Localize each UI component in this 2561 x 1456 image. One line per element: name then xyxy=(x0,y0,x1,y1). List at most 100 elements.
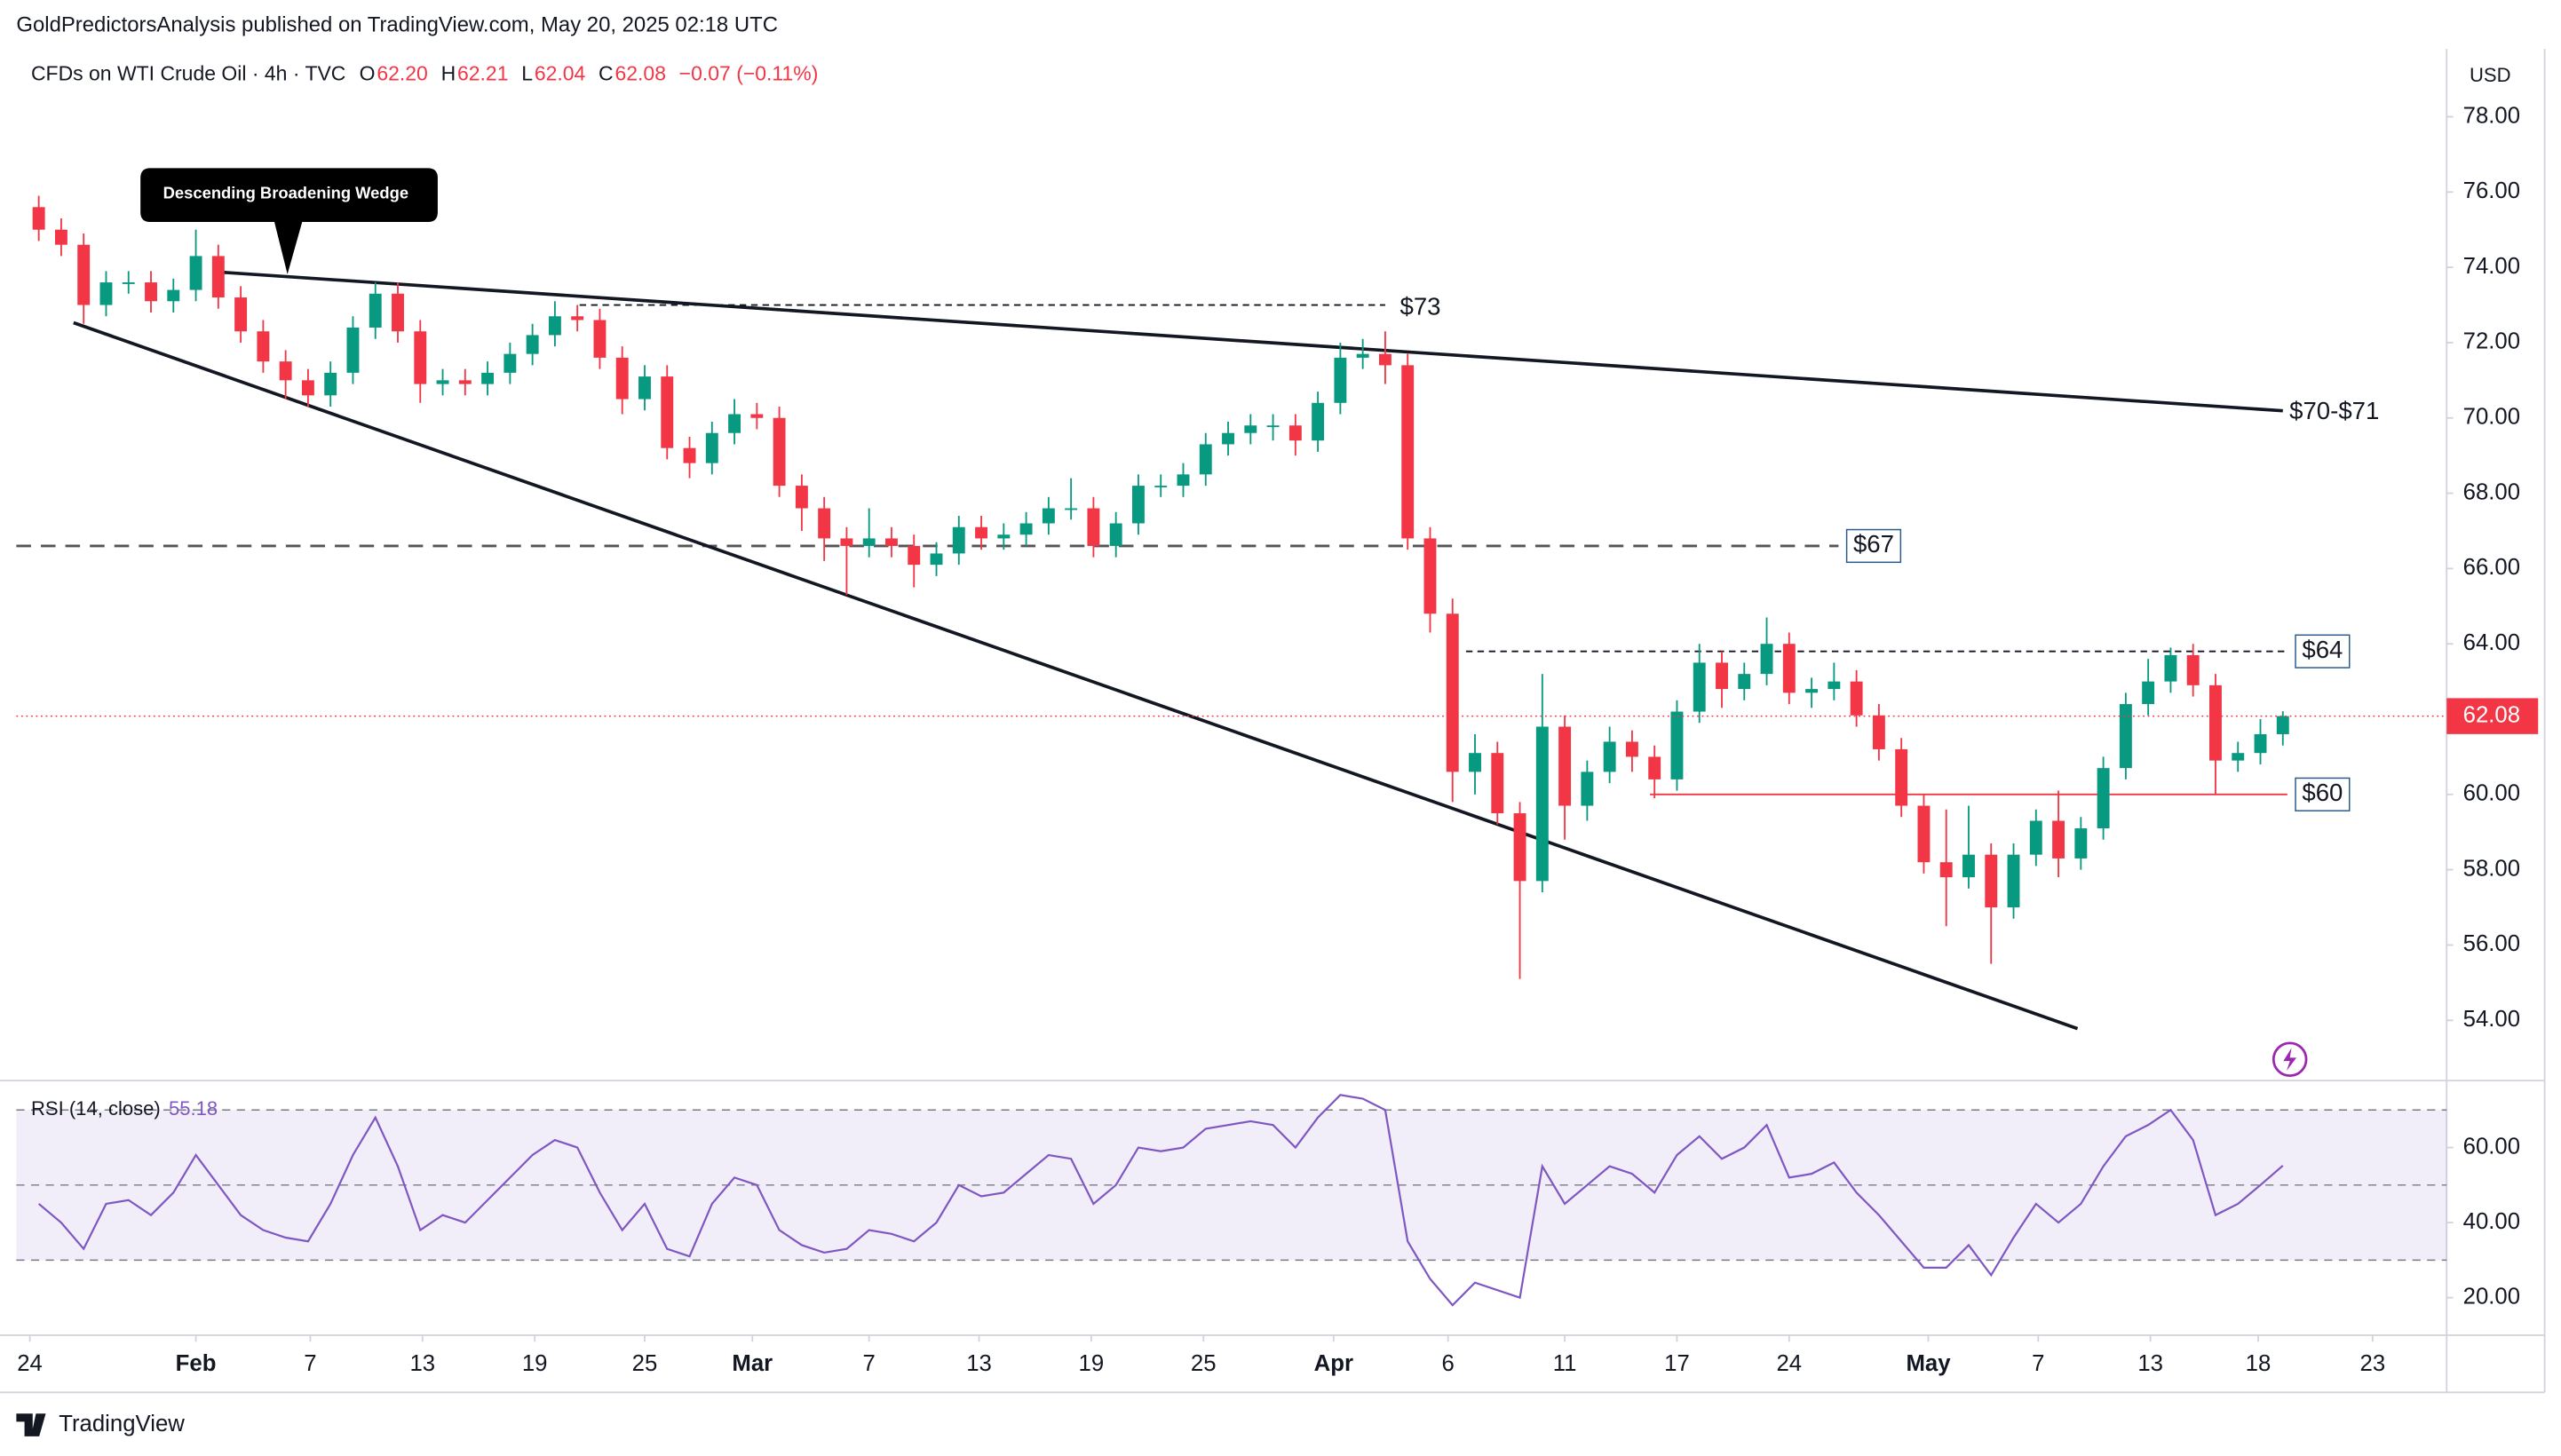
level-label: $67 xyxy=(1853,530,1894,558)
ohlc-value: 62.04 xyxy=(535,62,586,85)
candle-body xyxy=(840,538,853,546)
y-tick-label: 76.00 xyxy=(2463,178,2520,203)
candle-body xyxy=(1312,402,1325,441)
candle-body xyxy=(503,353,517,373)
alert-icon xyxy=(2272,1041,2308,1077)
rsi-line xyxy=(37,1094,2284,1307)
x-tick-label: 24 xyxy=(1776,1351,1802,1376)
y-tick-label: 64.00 xyxy=(2463,630,2520,655)
candle-body xyxy=(2074,827,2088,859)
candle-body xyxy=(257,331,270,362)
candle-body xyxy=(1850,681,1863,716)
candle-body xyxy=(167,289,180,302)
candle-body xyxy=(1625,741,1638,757)
candle-body xyxy=(1939,862,1953,878)
candle-body xyxy=(54,229,67,245)
trendline xyxy=(216,270,2283,413)
y-tick-label: 60.00 xyxy=(2463,781,2520,806)
candle-body xyxy=(414,331,427,384)
x-tick-label: 18 xyxy=(2246,1351,2272,1376)
candle-body xyxy=(1648,756,1661,779)
candle-body xyxy=(975,526,987,539)
candle-body xyxy=(728,414,741,433)
x-tick-label: 23 xyxy=(2360,1351,2386,1376)
candle-body xyxy=(1738,674,1751,690)
candle-body xyxy=(2164,654,2177,682)
candle-body xyxy=(1760,644,1773,675)
y-tick-label: 56.00 xyxy=(2463,931,2520,956)
candle-body xyxy=(1378,353,1392,366)
candle-body xyxy=(548,316,561,336)
candle-body xyxy=(458,380,472,384)
x-tick-label: 6 xyxy=(1442,1351,1455,1376)
candle-body xyxy=(279,361,292,381)
candle-body xyxy=(2097,768,2110,828)
candle-body xyxy=(818,508,831,539)
candle-body xyxy=(593,320,607,358)
ohlc-key: H xyxy=(441,62,456,85)
brand-logo xyxy=(16,1413,46,1436)
y-tick-label: 70.00 xyxy=(2463,405,2520,430)
x-tick-label: 25 xyxy=(1191,1351,1217,1376)
ohlc-key: C xyxy=(599,62,614,85)
candle-body xyxy=(2232,753,2245,761)
candle-body xyxy=(2029,820,2042,855)
ohlc-change: −0.07 (−0.11%) xyxy=(679,62,819,85)
y-tick-label: 54.00 xyxy=(2463,1007,2520,1032)
candle-body xyxy=(1895,748,1908,806)
x-tick-label: 11 xyxy=(1553,1351,1577,1376)
x-tick-label: 7 xyxy=(863,1351,876,1376)
candle-body xyxy=(234,297,248,332)
candle-body xyxy=(32,207,45,230)
rsi-tick-label: 60.00 xyxy=(2463,1134,2520,1159)
currency: USD xyxy=(2470,64,2511,86)
x-tick-label: Mar xyxy=(732,1351,773,1376)
candle-body xyxy=(1535,726,1549,882)
candle-body xyxy=(1019,523,1033,535)
candle-body xyxy=(1288,425,1302,441)
candle-body xyxy=(2052,820,2065,859)
candle-body xyxy=(526,335,539,354)
candle-body xyxy=(862,538,876,546)
candle-body xyxy=(1446,613,1459,772)
y-tick-label: 58.00 xyxy=(2463,856,2520,881)
level-label: $60 xyxy=(2302,779,2343,806)
candle-body xyxy=(1222,432,1234,445)
candle-body xyxy=(683,447,696,463)
candle-body xyxy=(1423,538,1437,614)
y-tick-label: 68.00 xyxy=(2463,479,2520,504)
x-tick-label: 19 xyxy=(522,1351,548,1376)
candle-body xyxy=(1177,474,1190,487)
candle-body xyxy=(2276,716,2289,734)
candle-body xyxy=(908,545,921,566)
brand: TradingView xyxy=(59,1412,185,1436)
candle-body xyxy=(77,244,91,305)
rsi-tick-label: 20.00 xyxy=(2463,1284,2520,1309)
candle-body xyxy=(1716,662,1728,690)
level-box xyxy=(1845,528,1902,564)
candle-body xyxy=(2254,733,2267,754)
candle-body xyxy=(1266,425,1280,428)
candle-body xyxy=(122,282,135,284)
x-tick-label: 25 xyxy=(632,1351,658,1376)
candle-body xyxy=(1131,486,1145,524)
level-label: $64 xyxy=(2302,636,2343,663)
candle-body xyxy=(750,414,764,418)
candle-body xyxy=(481,372,495,384)
x-tick-label: 13 xyxy=(2137,1351,2163,1376)
candle-body xyxy=(1065,508,1078,510)
x-tick-label: 19 xyxy=(1079,1351,1105,1376)
x-tick-label: 17 xyxy=(1664,1351,1690,1376)
rsi-tick-label: 40.00 xyxy=(2463,1209,2520,1234)
candle-body xyxy=(369,293,382,328)
level-box xyxy=(2295,777,2351,811)
ohlc-key: L xyxy=(521,62,533,85)
candle-body xyxy=(705,432,718,463)
candle-body xyxy=(392,293,404,332)
y-tick-label: 78.00 xyxy=(2463,103,2520,128)
candle-body xyxy=(1042,508,1055,524)
candle-body xyxy=(1581,772,1594,806)
x-tick-label: Feb xyxy=(176,1351,217,1376)
candle-body xyxy=(1356,353,1369,358)
